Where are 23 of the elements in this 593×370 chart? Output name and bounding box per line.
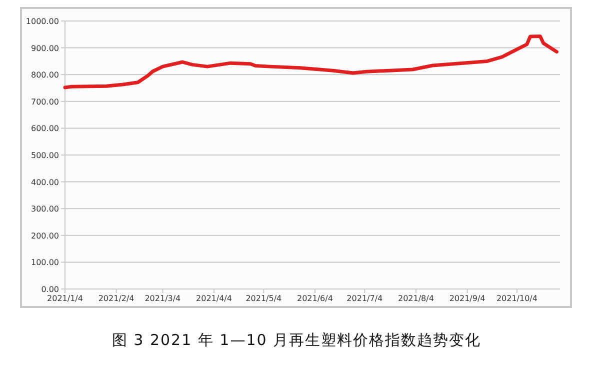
text: 图 3 2021 年 1—10 月再生塑料价格指数趋势变化 <box>112 331 482 349</box>
y-tick-label: 0.00 <box>41 285 59 294</box>
x-tick-label: 2021/3/4 <box>144 294 181 303</box>
x-tick-label: 2021/10/4 <box>496 294 538 303</box>
x-tick-label: 2021/4/4 <box>196 294 232 303</box>
x-tick-label: 2021/1/4 <box>47 294 83 303</box>
y-tick-label: 300.00 <box>31 204 59 214</box>
x-tick-label: 2021/2/4 <box>98 294 134 303</box>
y-tick-label: 800.00 <box>31 70 59 80</box>
x-tick-label: 2021/5/4 <box>246 294 282 303</box>
x-tick-label: 2021/6/4 <box>297 294 333 303</box>
y-tick-label: 200.00 <box>31 231 59 240</box>
y-tick-label: 1000.00 <box>26 17 59 26</box>
y-tick-label: 100.00 <box>31 258 59 268</box>
y-tick-label: 500.00 <box>31 151 59 160</box>
y-tick-label: 700.00 <box>31 97 59 106</box>
y-tick-label: 600.00 <box>31 124 59 134</box>
y-tick-label: 400.00 <box>31 178 59 187</box>
x-tick-label: 2021/8/4 <box>398 294 434 303</box>
x-tick-label: 2021/7/4 <box>346 294 383 303</box>
y-tick-label: 900.00 <box>31 44 59 53</box>
line-series <box>63 34 558 90</box>
x-tick-label: 2021/9/4 <box>449 294 486 303</box>
